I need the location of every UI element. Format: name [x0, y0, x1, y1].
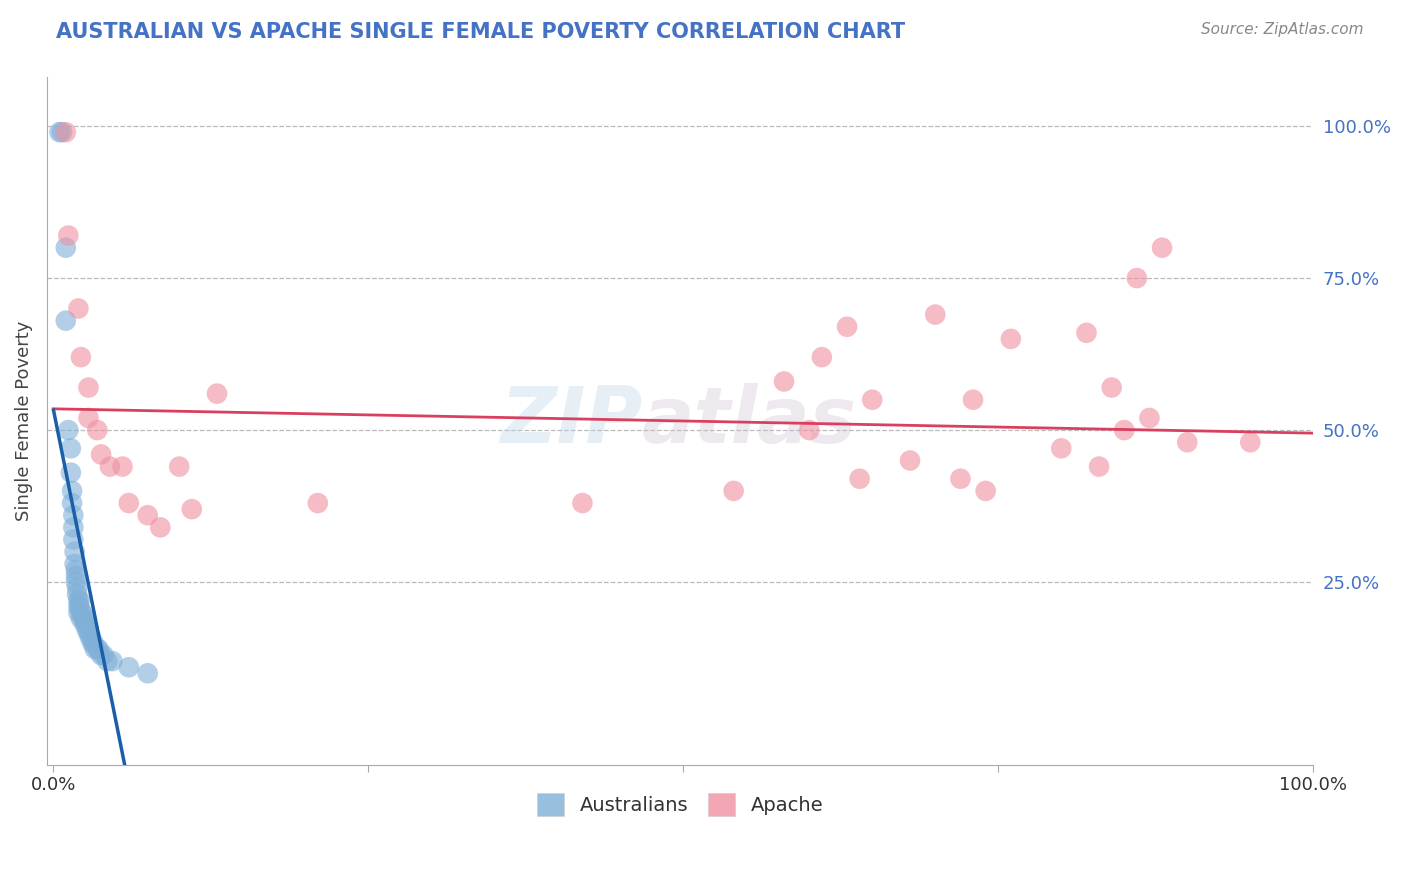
- Point: [67, 606, 90, 620]
- Point: [1050, 442, 1073, 456]
- Point: [974, 483, 997, 498]
- Point: [65, 569, 87, 583]
- Point: [149, 520, 172, 534]
- Point: [924, 308, 946, 322]
- Point: [72, 611, 94, 625]
- Point: [118, 660, 141, 674]
- Point: [60, 496, 83, 510]
- Point: [55, 241, 77, 255]
- Point: [62, 520, 84, 534]
- Point: [136, 508, 159, 523]
- Point: [55, 313, 77, 327]
- Text: ZIP: ZIP: [501, 383, 643, 459]
- Point: [83, 636, 105, 650]
- Point: [70, 606, 93, 620]
- Point: [96, 654, 118, 668]
- Point: [848, 472, 870, 486]
- Point: [73, 617, 96, 632]
- Point: [62, 533, 84, 547]
- Point: [58, 423, 80, 437]
- Point: [48, 125, 70, 139]
- Point: [60, 483, 83, 498]
- Point: [167, 459, 190, 474]
- Point: [55, 125, 77, 139]
- Point: [1126, 271, 1149, 285]
- Point: [90, 447, 112, 461]
- Point: [59, 442, 82, 456]
- Point: [69, 599, 91, 614]
- Point: [93, 648, 115, 662]
- Point: [65, 563, 87, 577]
- Point: [98, 459, 121, 474]
- Point: [65, 575, 87, 590]
- Point: [75, 617, 97, 632]
- Point: [111, 459, 134, 474]
- Point: [77, 380, 100, 394]
- Point: [62, 508, 84, 523]
- Point: [1239, 435, 1261, 450]
- Point: [70, 611, 93, 625]
- Point: [79, 630, 101, 644]
- Point: [80, 630, 103, 644]
- Point: [1175, 435, 1198, 450]
- Point: [571, 496, 593, 510]
- Point: [1101, 380, 1123, 394]
- Point: [70, 606, 93, 620]
- Point: [58, 228, 80, 243]
- Point: [811, 350, 834, 364]
- Point: [67, 301, 90, 316]
- Point: [83, 642, 105, 657]
- Point: [180, 502, 202, 516]
- Point: [1139, 411, 1161, 425]
- Point: [1114, 423, 1136, 437]
- Point: [90, 648, 112, 662]
- Point: [86, 642, 108, 657]
- Point: [101, 654, 124, 668]
- Point: [835, 319, 858, 334]
- Point: [1088, 459, 1111, 474]
- Point: [77, 624, 100, 638]
- Point: [136, 666, 159, 681]
- Point: [77, 411, 100, 425]
- Text: Source: ZipAtlas.com: Source: ZipAtlas.com: [1201, 22, 1364, 37]
- Point: [66, 581, 89, 595]
- Text: AUSTRALIAN VS APACHE SINGLE FEMALE POVERTY CORRELATION CHART: AUSTRALIAN VS APACHE SINGLE FEMALE POVER…: [56, 22, 905, 42]
- Point: [799, 423, 821, 437]
- Y-axis label: Single Female Poverty: Single Female Poverty: [15, 321, 32, 521]
- Point: [67, 599, 90, 614]
- Point: [87, 642, 110, 657]
- Point: [205, 386, 228, 401]
- Point: [949, 472, 972, 486]
- Point: [898, 453, 921, 467]
- Text: atlas: atlas: [643, 383, 858, 459]
- Point: [82, 636, 104, 650]
- Point: [73, 611, 96, 625]
- Point: [307, 496, 329, 510]
- Point: [860, 392, 883, 407]
- Point: [63, 545, 86, 559]
- Point: [1000, 332, 1022, 346]
- Point: [59, 466, 82, 480]
- Point: [723, 483, 745, 498]
- Point: [66, 587, 89, 601]
- Point: [70, 350, 93, 364]
- Point: [1076, 326, 1098, 340]
- Point: [1152, 241, 1174, 255]
- Point: [69, 593, 91, 607]
- Point: [773, 375, 796, 389]
- Point: [76, 624, 98, 638]
- Point: [63, 557, 86, 571]
- Point: [86, 423, 108, 437]
- Legend: Australians, Apache: Australians, Apache: [529, 786, 831, 823]
- Point: [962, 392, 984, 407]
- Point: [51, 125, 73, 139]
- Point: [118, 496, 141, 510]
- Point: [67, 593, 90, 607]
